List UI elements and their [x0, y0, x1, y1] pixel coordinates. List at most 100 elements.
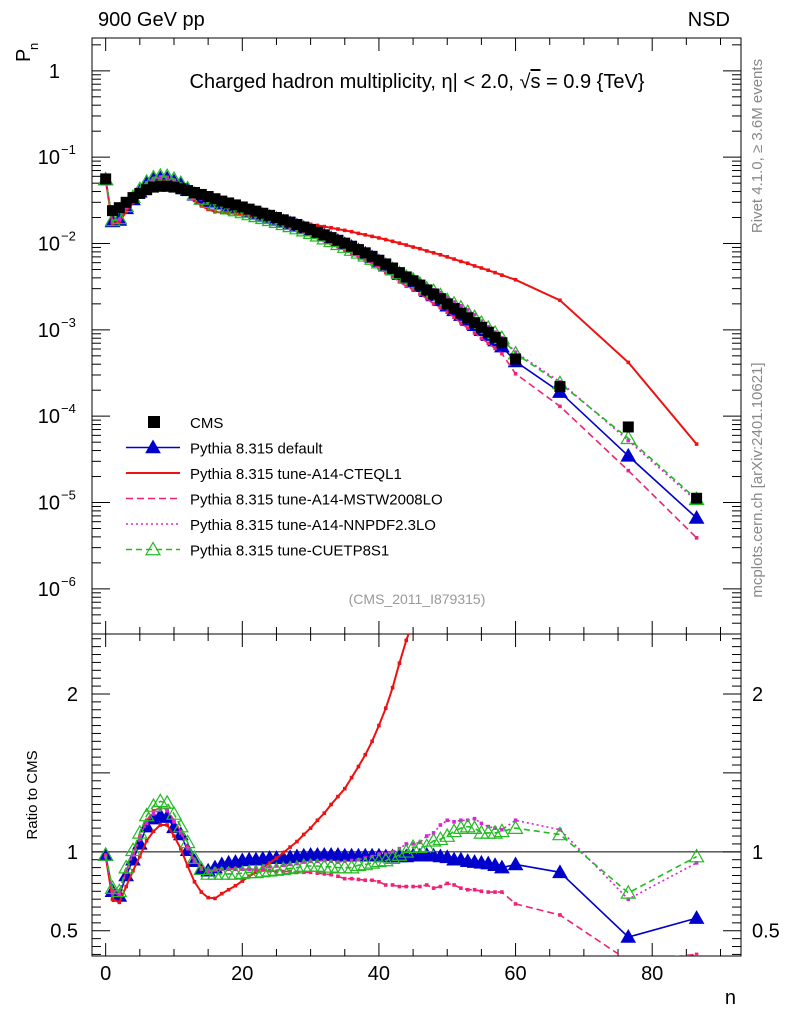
main-series-4-point	[438, 290, 443, 295]
ratio-series-4-point	[459, 818, 476, 833]
y-tick-label-main: 10	[38, 147, 60, 169]
cms-data-point	[414, 279, 426, 291]
ratio-series-2-point	[513, 902, 518, 906]
ratio-series-1-point	[322, 811, 327, 815]
ratio-series-3-point	[626, 897, 631, 901]
ratio-series-4-point	[111, 883, 128, 898]
ratio-series-4-point	[172, 818, 189, 833]
main-series-4-point	[626, 438, 631, 443]
ratio-series-2-point	[349, 876, 354, 881]
y-tick-label-ratio: 2	[67, 684, 78, 706]
analysis-label: (CMS_2011_I879315)	[349, 591, 486, 607]
main-series-2-point	[199, 203, 204, 208]
main-series-3-point	[486, 341, 491, 346]
main-series-3-point	[363, 258, 368, 263]
ratio-series-3-point	[452, 820, 456, 824]
cms-data-point	[332, 234, 344, 246]
ratio-series-1-point	[349, 775, 354, 780]
y-tick-label-main-exp: −6	[61, 574, 76, 589]
ratio-series-3-point	[192, 859, 197, 864]
main-series-4-point	[151, 177, 156, 181]
cms-data-point	[277, 214, 289, 226]
ratio-series-2-point	[431, 886, 436, 890]
ratio-series-2-point	[459, 886, 463, 890]
main-series-3-point	[500, 351, 504, 356]
ratio-series-2-point	[418, 884, 422, 889]
main-series-2-point	[513, 277, 518, 282]
y-tick-label-main: 10	[38, 234, 60, 256]
ratio-series-4-point	[425, 832, 442, 847]
ratio-series-1-point	[138, 854, 142, 859]
ratio-series-0-point	[552, 864, 568, 879]
legend-label: Pythia 8.315 default	[190, 441, 323, 458]
ratio-series-2-point	[411, 884, 415, 889]
ratio-series-1-point	[213, 896, 217, 901]
ratio-series-3-point	[424, 834, 429, 838]
ratio-series-2-point	[281, 869, 286, 874]
ratio-series-4-point	[507, 819, 524, 834]
cms-data-point	[407, 275, 419, 287]
legend-label: Pythia 8.315 tune-A14-CTEQL1	[190, 466, 402, 483]
main-series-2-point	[465, 261, 470, 266]
y-tick-label-main: 10	[38, 320, 60, 342]
ratio-series-1-point	[165, 823, 169, 827]
ratio-series-4-point	[138, 807, 155, 822]
ratio-series-3-point	[138, 837, 142, 841]
y-tick-label-main: 10	[38, 406, 60, 428]
legend-label: Pythia 8.315 tune-A14-NNPDF2.3LO	[190, 517, 436, 534]
ratio-series-3-point	[445, 818, 450, 823]
ratio-series-4-point	[288, 859, 305, 874]
main-series-2-point	[472, 264, 477, 268]
y-label-main: P	[13, 49, 35, 62]
main-series-4-point	[513, 350, 518, 355]
ratio-series-1-point	[220, 891, 224, 896]
x-tick-label: 60	[504, 963, 526, 985]
ratio-series-3-point	[213, 868, 217, 872]
ratio-series-3-point	[220, 867, 224, 871]
ratio-series-1-point	[390, 685, 395, 690]
ratio-series-3-point	[151, 812, 156, 816]
ratio-series-3-point	[260, 865, 265, 870]
main-series-layer	[97, 167, 705, 540]
x-tick-label: 20	[231, 963, 253, 985]
ratio-series-3-point	[295, 861, 299, 866]
ratio-series-4-point	[551, 826, 568, 841]
main-series-5-point	[104, 212, 121, 227]
main-series-2-point	[694, 442, 699, 446]
y-tick-label-ratio: 0.5	[50, 921, 78, 943]
main-series-3-point	[452, 315, 456, 320]
legend-marker-1	[145, 439, 161, 454]
ratio-series-4-point	[193, 860, 210, 876]
ratio-series-layer	[97, 634, 705, 956]
cms-data-point	[462, 312, 474, 324]
ratio-series-0-point	[494, 859, 510, 874]
ratio-series-2-point	[110, 887, 115, 892]
header-left: 900 GeV pp	[98, 9, 205, 31]
y-tick-label-ratio: 1	[67, 842, 78, 864]
cms-data-point	[298, 221, 310, 233]
ratio-series-2-point	[694, 952, 699, 956]
ratio-series-1-point	[117, 900, 122, 905]
ratio-series-4-point	[391, 846, 408, 861]
cms-data-point	[264, 209, 276, 221]
ratio-series-2-point	[493, 890, 497, 894]
cms-data-point	[448, 302, 460, 314]
ratio-series-3-point	[274, 864, 279, 868]
main-series-2-point	[411, 245, 415, 249]
ratio-series-1-point	[199, 890, 204, 894]
ratio-series-4-point	[384, 849, 401, 864]
ratio-series-2-point	[438, 884, 443, 889]
main-series-2-point	[486, 268, 491, 273]
cms-data-point	[127, 192, 139, 204]
cms-data-point	[257, 207, 269, 219]
ratio-series-3-point	[158, 807, 163, 812]
main-series-3-point	[438, 306, 443, 310]
cms-data-point	[339, 237, 351, 249]
cms-data-point	[359, 247, 371, 259]
ratio-series-3-point	[493, 826, 497, 830]
main-series-3-point	[513, 371, 518, 376]
main-series-2-point	[192, 198, 197, 203]
ratio-series-1-point	[179, 846, 183, 851]
side-label-bottom: mcplots.cern.ch [arXiv:2401.10621]	[749, 362, 766, 597]
